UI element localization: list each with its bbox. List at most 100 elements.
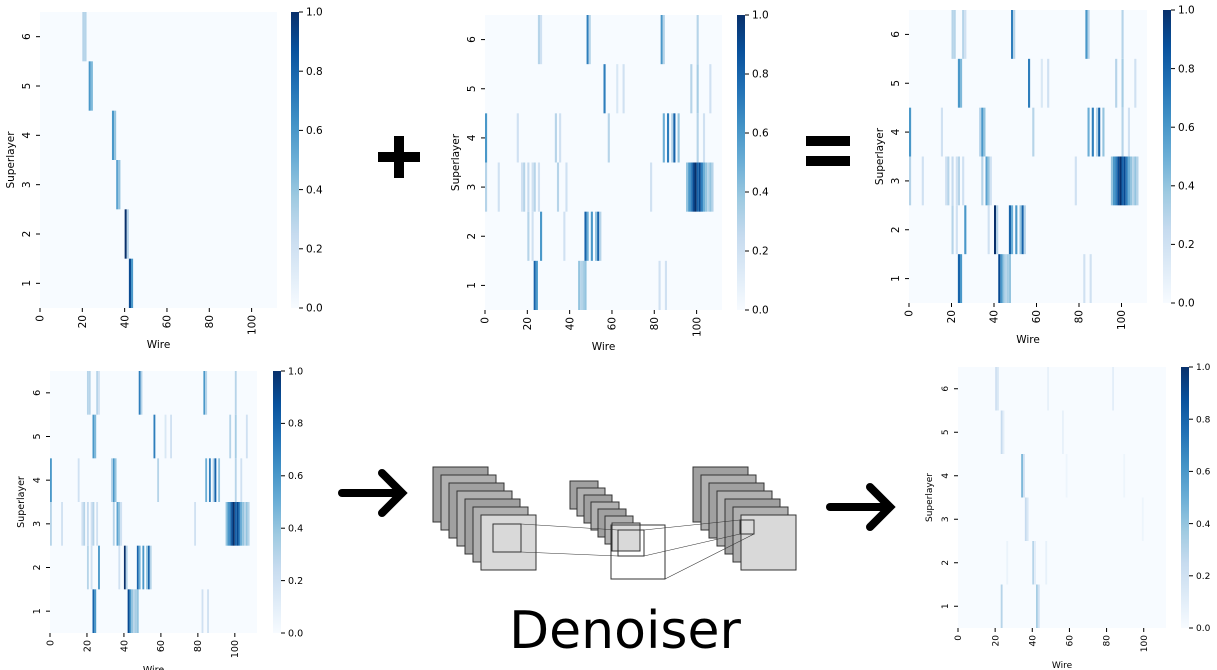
cell <box>554 113 557 163</box>
cell <box>208 458 211 502</box>
colorbar-tick-label: 0.6 <box>752 128 769 140</box>
arrow <box>826 483 896 531</box>
colorbar-tick-label: 0.0 <box>306 303 323 315</box>
y-tick-label: 6 <box>32 390 43 396</box>
x-axis-label: Wire <box>1052 661 1073 670</box>
cell <box>135 589 137 633</box>
cell <box>1011 205 1014 255</box>
y-tick-label: 1 <box>941 603 951 609</box>
cell <box>955 205 958 255</box>
x-tick-label: 60 <box>1031 310 1043 323</box>
y-tick-label: 1 <box>466 282 478 289</box>
cell <box>1000 254 1003 303</box>
cell <box>1119 156 1122 206</box>
cell <box>130 258 134 308</box>
cell <box>244 502 246 546</box>
cell <box>136 589 139 633</box>
cell <box>516 113 519 163</box>
cell <box>86 545 89 590</box>
cell <box>1002 254 1005 303</box>
colorbar-tick-label: 1.0 <box>1196 363 1211 373</box>
cell <box>1008 254 1011 303</box>
cell <box>983 107 986 157</box>
cell <box>957 156 960 206</box>
colorbar-tick-label: 1.0 <box>306 7 323 19</box>
cell <box>116 160 119 210</box>
cell <box>1023 205 1026 255</box>
cell <box>98 545 100 590</box>
cell <box>1047 367 1049 411</box>
feature-map <box>611 522 641 552</box>
cell <box>533 260 536 310</box>
cell <box>142 545 145 590</box>
cell <box>238 502 241 546</box>
cell <box>909 107 912 157</box>
cell <box>485 162 488 212</box>
cell <box>225 502 228 546</box>
y-tick-label: 4 <box>941 473 951 479</box>
cell <box>696 15 699 65</box>
cell <box>1123 156 1126 206</box>
cell <box>535 260 538 310</box>
x-axis-label: Wire <box>1016 334 1040 346</box>
cell <box>1110 156 1113 206</box>
cell <box>527 211 530 261</box>
cell <box>485 113 488 163</box>
cell <box>96 371 99 415</box>
cell <box>136 545 139 590</box>
cell <box>1000 584 1003 628</box>
cell <box>50 502 52 546</box>
cell <box>1127 107 1130 157</box>
cell <box>88 61 91 111</box>
cell <box>588 15 591 65</box>
cell <box>50 458 52 502</box>
cell <box>92 589 95 633</box>
colorbar-tick-label: 0.8 <box>306 66 323 78</box>
cell <box>921 156 924 206</box>
cell <box>112 502 115 546</box>
feature-map <box>740 514 797 571</box>
cell <box>584 260 587 310</box>
cell <box>1115 156 1118 206</box>
connection <box>643 519 741 531</box>
cell <box>232 502 235 546</box>
colorbar-tick-label: 0.4 <box>752 187 769 199</box>
cell <box>123 545 126 590</box>
cell <box>81 502 84 546</box>
cell <box>96 502 99 546</box>
connection <box>520 551 619 557</box>
colorbar-tick-label: 0.6 <box>306 125 323 137</box>
x-tick-label: 80 <box>649 317 661 330</box>
colorbar-tick-label: 0.8 <box>752 69 769 81</box>
cell <box>1047 58 1050 108</box>
cell <box>673 113 676 163</box>
cell <box>1102 107 1105 157</box>
connection <box>643 533 741 557</box>
cell <box>520 162 524 212</box>
cell <box>527 162 530 212</box>
colorbar-tick-label: 0.8 <box>1196 415 1211 425</box>
x-axis-label: Wire <box>143 665 165 670</box>
y-tick-label: 6 <box>21 33 33 40</box>
cell <box>690 64 693 114</box>
cell <box>140 371 143 415</box>
x-tick-label: 80 <box>193 640 204 652</box>
x-tick-label: 20 <box>82 640 93 652</box>
cell <box>110 458 113 502</box>
cell <box>218 458 221 502</box>
cell <box>692 162 695 212</box>
cell <box>90 545 93 590</box>
cell <box>616 64 619 114</box>
cell <box>1024 497 1027 541</box>
y-axis-label: Superlayer <box>925 473 935 522</box>
kernel <box>739 519 755 535</box>
cell <box>686 162 689 212</box>
y-tick-label: 5 <box>32 433 43 439</box>
colorbar-tick-label: 1.0 <box>752 10 769 22</box>
y-tick-label: 5 <box>941 429 951 435</box>
cell <box>125 545 128 590</box>
cell <box>531 162 534 212</box>
y-tick-label: 5 <box>21 83 33 90</box>
cell <box>227 502 230 546</box>
y-tick-label: 6 <box>890 31 902 38</box>
